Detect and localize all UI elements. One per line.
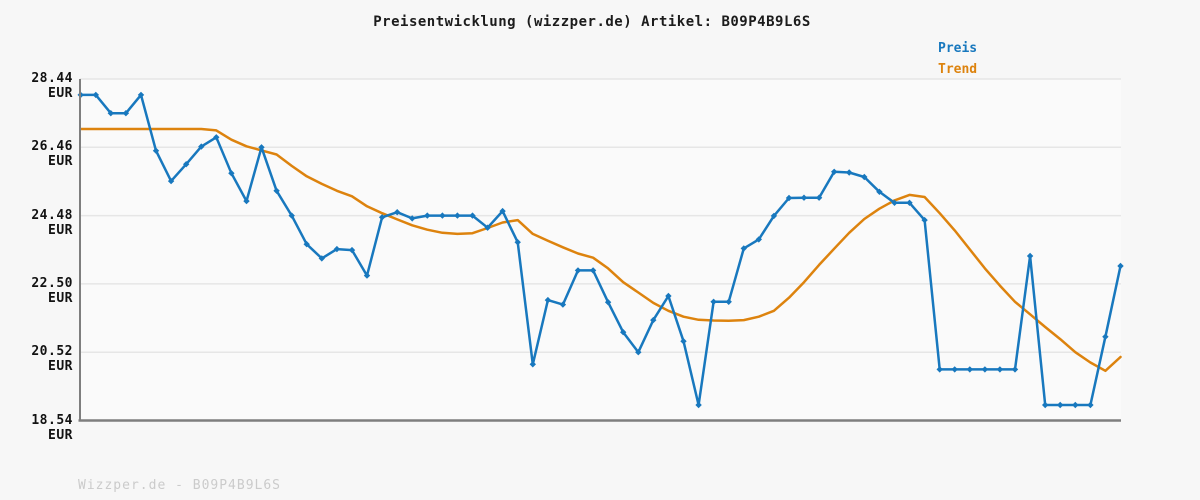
legend-item-trend: Trend [938,59,977,80]
chart-legend: Preis Trend [938,38,977,80]
legend-item-preis: Preis [938,38,977,59]
y-tick-label: 18.54 EUR [31,412,73,443]
y-tick-label: 26.46 EUR [31,139,73,170]
y-tick-label: 22.50 EUR [31,275,73,306]
y-tick-label: 28.44 EUR [31,71,73,101]
y-tick-label: 24.48 EUR [31,207,73,238]
plot-area [80,79,1121,421]
legend-label-trend: Trend [938,62,978,77]
page-title: Preisentwicklung (wizzper.de) Artikel: B… [373,14,811,30]
price-line [79,93,1122,407]
watermark: Wizzper.de - B09P4B9L6S [78,478,282,493]
trend-line [79,127,1122,373]
legend-label-preis: Preis [938,41,978,56]
y-tick-label: 20.52 EUR [31,344,73,375]
